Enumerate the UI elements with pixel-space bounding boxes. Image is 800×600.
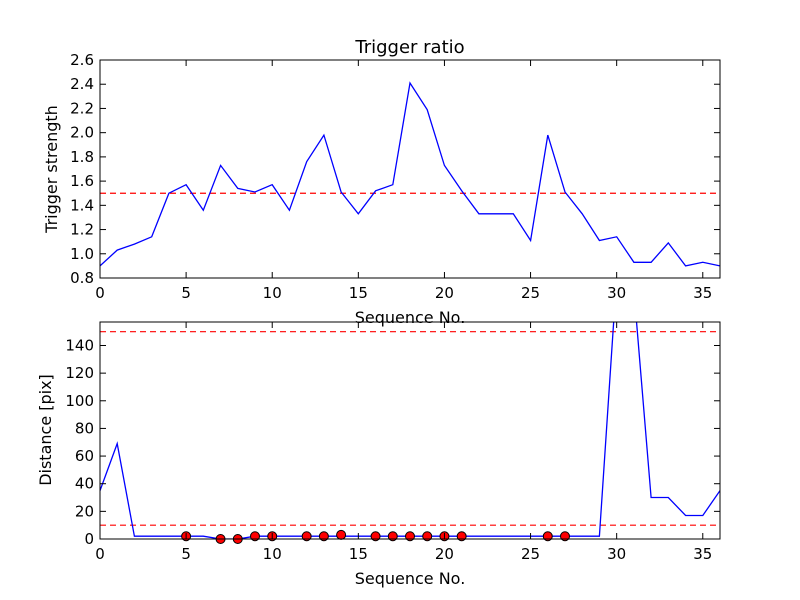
data-point <box>560 531 570 542</box>
data-point <box>422 531 433 542</box>
data-point <box>318 531 329 542</box>
y-tick-label: 2.4 <box>70 75 94 93</box>
x-tick-label: 20 <box>435 284 454 302</box>
data-point <box>370 531 381 542</box>
y-tick-label: 120 <box>65 364 94 382</box>
y-tick-label: 100 <box>65 392 94 410</box>
axes-frame <box>99 59 721 279</box>
y-tick-label: 1.2 <box>70 221 94 239</box>
y-tick-label: 20 <box>75 502 94 520</box>
y-tick-label: 140 <box>65 336 94 354</box>
y-tick-label: 1.4 <box>70 196 94 214</box>
data-point <box>301 531 312 542</box>
x-tick-label: 35 <box>693 284 712 302</box>
y-tick-label: 0.8 <box>70 269 94 287</box>
data-point <box>336 529 347 540</box>
x-tick-label: 30 <box>607 545 626 563</box>
y-tick-label: 1.0 <box>70 245 94 263</box>
y-tick-label: 1.8 <box>70 148 94 166</box>
x-tick-label: 15 <box>349 284 368 302</box>
y-axis-label: Distance [pix] <box>36 374 55 486</box>
y-tick-label: 2.2 <box>70 99 94 117</box>
y-axis-label: Trigger strength <box>42 105 61 234</box>
x-tick-label: 25 <box>521 284 540 302</box>
x-tick-label: 25 <box>521 545 540 563</box>
x-axis-label: Sequence No. <box>355 308 466 327</box>
trigger-ratio-plot: 0 5 10 15 20 25 30 35 0.8 1.0 1.2 1.4 1.6 1.8 2.0 2.2 2.… <box>42 37 721 327</box>
distance-plot: 0 5 10 15 20 25 30 35 0 20 40 60 80 100 120 140 Distance… <box>36 321 721 588</box>
data-point <box>387 531 398 542</box>
y-tick-label: 1.6 <box>70 172 94 190</box>
chart-title: Trigger ratio <box>354 37 464 58</box>
y-tick-label: 0 <box>84 530 94 548</box>
x-tick-label: 10 <box>263 284 282 302</box>
plot-area <box>100 81 720 267</box>
x-tick-label: 0 <box>95 545 105 563</box>
y-tick-label: 60 <box>75 447 94 465</box>
x-tick-label: 10 <box>263 545 282 563</box>
y-tick-label: 2.0 <box>70 124 94 142</box>
x-tick-label: 5 <box>181 284 191 302</box>
y-tick-label: 40 <box>75 475 94 493</box>
x-axis-label: Sequence No. <box>355 569 466 588</box>
x-tick-label: 15 <box>349 545 368 563</box>
x-tick-label: 35 <box>693 545 712 563</box>
data-point <box>250 531 260 542</box>
data-point <box>542 531 553 542</box>
data-point <box>456 531 467 542</box>
x-tick-label: 20 <box>435 545 454 563</box>
y-tick-label: 80 <box>75 419 94 437</box>
x-tick-label: 5 <box>181 545 191 563</box>
y-tick-label: 2.6 <box>70 51 94 69</box>
data-point <box>405 531 415 542</box>
axes-frame <box>99 321 721 540</box>
series-line <box>100 81 720 267</box>
x-tick-label: 0 <box>95 284 105 302</box>
x-tick-label: 30 <box>607 284 626 302</box>
